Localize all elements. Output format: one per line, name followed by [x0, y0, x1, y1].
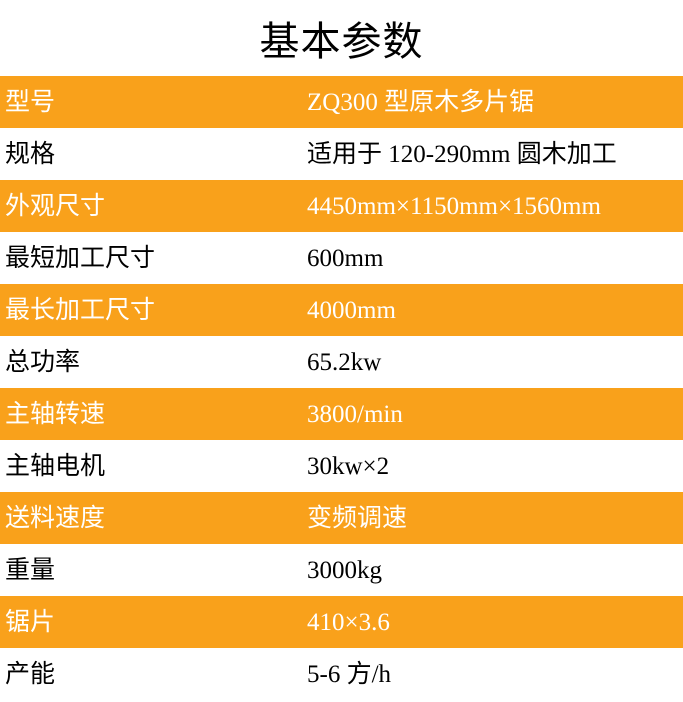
param-label: 重量: [5, 556, 56, 584]
param-value: 410×3.6: [307, 608, 390, 636]
param-label: 送料速度: [5, 504, 106, 532]
spec-table: 型号 ZQ300 型原木多片锯 规格 适用于 120-290mm 圆木加工 外观…: [0, 76, 683, 700]
param-value: 适用于 120-290mm 圆木加工: [307, 140, 617, 168]
table-row-total-power: 总功率 65.2kw: [0, 336, 683, 388]
table-row-max-length: 最长加工尺寸 4000mm: [0, 284, 683, 336]
param-label: 外观尺寸: [5, 192, 106, 220]
param-label: 最长加工尺寸: [5, 296, 156, 324]
page-title: 基本参数: [259, 19, 424, 64]
table-row-weight: 重量 3000kg: [0, 544, 683, 596]
param-label: 型号: [5, 88, 56, 116]
table-row-spindle-motor: 主轴电机 30kw×2: [0, 440, 683, 492]
title-bar: 基本参数: [0, 0, 683, 76]
param-value: ZQ300 型原木多片锯: [307, 88, 535, 116]
table-row-spindle-speed: 主轴转速 3800/min: [0, 388, 683, 440]
table-row-saw-blade: 锯片 410×3.6: [0, 596, 683, 648]
param-value: 5-6 方/h: [307, 660, 392, 688]
param-value: 65.2kw: [307, 348, 382, 376]
param-label: 锯片: [5, 608, 56, 636]
param-value: 3000kg: [307, 556, 382, 584]
param-value: 3800/min: [307, 400, 403, 428]
param-value: 600mm: [307, 244, 384, 272]
table-row-feed-speed: 送料速度 变频调速: [0, 492, 683, 544]
param-label: 产能: [5, 660, 56, 688]
table-row-dimensions: 外观尺寸 4450mm×1150mm×1560mm: [0, 180, 683, 232]
param-label: 总功率: [5, 348, 81, 376]
param-value: 4000mm: [307, 296, 396, 324]
table-row-capacity: 产能 5-6 方/h: [0, 648, 683, 700]
param-value: 30kw×2: [307, 452, 390, 480]
table-row-spec: 规格 适用于 120-290mm 圆木加工: [0, 128, 683, 180]
param-label: 最短加工尺寸: [5, 244, 156, 272]
param-label: 主轴电机: [5, 452, 106, 480]
param-label: 规格: [5, 140, 56, 168]
table-row-model: 型号 ZQ300 型原木多片锯: [0, 76, 683, 128]
param-label: 主轴转速: [5, 400, 106, 428]
param-value: 4450mm×1150mm×1560mm: [307, 192, 601, 220]
table-row-min-length: 最短加工尺寸 600mm: [0, 232, 683, 284]
param-value: 变频调速: [307, 504, 408, 532]
